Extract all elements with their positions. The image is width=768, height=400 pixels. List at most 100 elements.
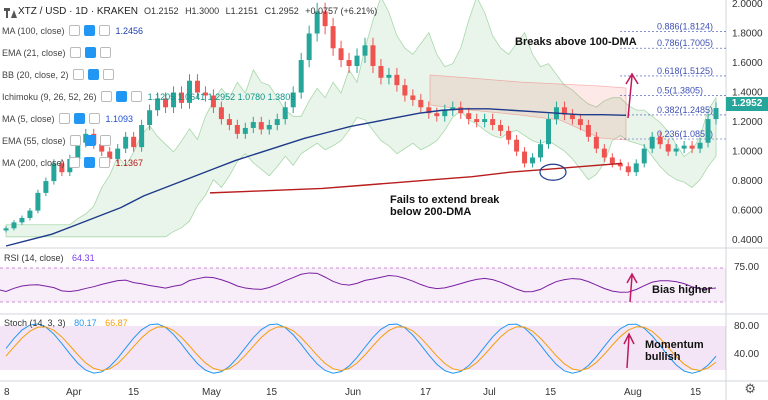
candle-body (43, 181, 49, 193)
candle-body (59, 163, 65, 173)
settings-icon[interactable] (84, 135, 96, 146)
indicator-row[interactable]: EMA (55, close) (2, 134, 111, 147)
eye-icon[interactable] (72, 69, 84, 80)
indicator-row[interactable]: Ichimoku (9, 26, 52, 26) 1.1205 1.0641 1.… (2, 90, 295, 103)
more-icon[interactable] (102, 69, 114, 80)
candle-body (426, 107, 432, 114)
candle-body (3, 228, 9, 231)
settings-icon[interactable] (83, 157, 95, 168)
fib-label: 0.382(1.2485) (657, 105, 713, 115)
candle-body (99, 144, 105, 152)
eye-icon[interactable] (58, 113, 70, 124)
indicator-label: EMA (21, close) (2, 47, 66, 58)
candle-body (498, 125, 504, 131)
indicator-value: 1.2456 (115, 25, 144, 36)
more-icon[interactable] (99, 135, 111, 146)
last-price-tag: 1.2952 (726, 97, 768, 111)
ma200-line (209, 162, 623, 194)
y-tick-label: 1.8000 (732, 29, 763, 40)
indicator-row[interactable]: MA (100, close) 1.2456 (2, 24, 143, 37)
candle-body (330, 26, 336, 49)
candle-body (226, 119, 232, 125)
indicator-label: MA (100, close) (2, 25, 65, 36)
x-tick-label: 15 (128, 387, 140, 398)
symbol-label[interactable]: XTZ / USD · 1D · KRAKEN (18, 5, 139, 17)
stoch-d-line (5, 326, 717, 372)
indicator-row[interactable]: MA (5, close) 1.1093 (2, 112, 133, 125)
candle-body (107, 151, 113, 159)
more-icon[interactable] (99, 47, 111, 58)
candle-body (689, 145, 695, 149)
fib-label: 0.786(1.7005) (657, 38, 713, 48)
settings-icon[interactable] (83, 25, 95, 36)
eye-icon[interactable] (100, 91, 112, 102)
candle-body (474, 119, 480, 123)
candle-body (673, 148, 679, 152)
settings-icon[interactable] (84, 47, 96, 58)
candle-body (450, 107, 456, 111)
y-tick-label: 0.6000 (732, 206, 763, 217)
candle-body (378, 65, 384, 78)
settings-icon[interactable] (115, 91, 127, 102)
eye-icon[interactable] (68, 157, 80, 168)
settings-gear-icon[interactable]: ⚙ (744, 381, 756, 396)
candle-body (163, 98, 169, 108)
candle-body (314, 11, 320, 34)
candle-body (274, 119, 280, 125)
indicator-label: MA (5, close) (2, 113, 55, 124)
more-icon[interactable] (98, 25, 110, 36)
eye-icon[interactable] (69, 135, 81, 146)
indicator-row[interactable]: BB (20, close, 2) (2, 68, 114, 81)
x-tick-label: May (202, 387, 221, 398)
candle-body (490, 119, 496, 125)
candle-body (593, 136, 599, 149)
more-icon[interactable] (98, 157, 110, 168)
candle-body (179, 92, 185, 103)
candle-body (139, 125, 145, 148)
rsi-label: RSI (14, close) (4, 253, 64, 263)
candle-body (410, 95, 416, 100)
ichimoku-cloud (5, 0, 717, 238)
candle-body (338, 48, 344, 61)
candle-body (131, 136, 137, 148)
stoch-k-line (5, 323, 717, 374)
x-tick-label: 17 (420, 387, 432, 398)
candle-body (35, 192, 41, 211)
indicator-row[interactable]: MA (200, close) 1.1367 (2, 156, 143, 169)
change-value: +0.0757 (+6.21%) (305, 6, 378, 16)
candle-body (577, 119, 583, 125)
stoch-up-arrow (623, 332, 635, 369)
candle-body (633, 163, 639, 173)
candle-body (75, 142, 81, 159)
more-icon[interactable] (88, 113, 100, 124)
fib-label: 0.886(1.8124) (657, 22, 713, 32)
candle-body (394, 74, 400, 86)
candle-body (242, 127, 248, 134)
y-tick-label: 1.2000 (732, 117, 763, 128)
eye-icon[interactable] (69, 47, 81, 58)
indicator-row[interactable]: EMA (21, close) (2, 46, 111, 59)
candle-body (11, 222, 17, 229)
candle-body (322, 11, 328, 27)
stoch-tick-label: 80.00 (734, 321, 759, 332)
candle-body (202, 92, 208, 96)
more-icon[interactable] (130, 91, 142, 102)
candle-body (545, 119, 551, 145)
candle-body (514, 139, 520, 152)
eye-icon[interactable] (68, 25, 80, 36)
settings-icon[interactable] (73, 113, 85, 124)
annotation-fails: Fails to extend break below 200-DMA (390, 194, 500, 218)
indicator-label: BB (20, close, 2) (2, 69, 69, 80)
stoch-tick-label: 40.00 (734, 349, 759, 360)
fib-label: 0.236(1.0851) (657, 129, 713, 139)
candle-body (218, 107, 224, 120)
candle-body (617, 163, 623, 167)
candle-body (258, 122, 264, 130)
fib-label: 0.5(1.3805) (657, 85, 703, 95)
settings-icon[interactable] (87, 69, 99, 80)
high-value: H1.3000 (185, 6, 220, 16)
stoch-header: Stoch (14, 3, 3) 80.17 66.87 (4, 318, 128, 328)
rsi-band (0, 268, 726, 302)
annotation-momentum: Momentum bullish (645, 339, 704, 363)
